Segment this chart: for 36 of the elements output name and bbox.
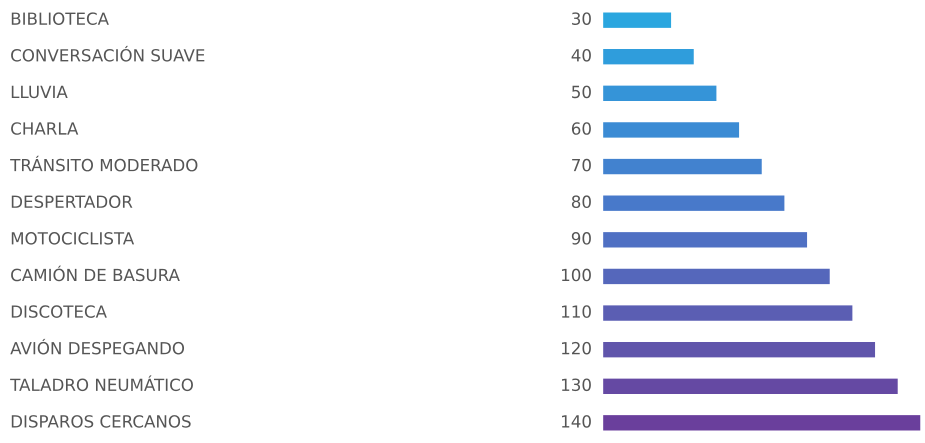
data-label: 100	[562, 268, 591, 282]
y-tick-label: BIBLIOTECA	[12, 12, 109, 25]
data-label: 140	[562, 415, 591, 428]
bar	[603, 232, 808, 248]
bar	[603, 268, 830, 284]
data-label: 120	[562, 342, 591, 354]
bar	[603, 12, 672, 28]
y-tick-label: CAMIÓN DE BASURA	[11, 266, 180, 282]
y-tick-label: DISPAROS CERCANOS	[12, 415, 191, 428]
y-tick-label: DISCOTECA	[12, 305, 107, 318]
y-tick-label: CHARLA	[11, 122, 78, 135]
data-label: 60	[572, 122, 591, 135]
bar	[603, 86, 716, 102]
data-label: 40	[572, 48, 591, 62]
data-label: 90	[572, 232, 591, 245]
bar	[603, 196, 784, 211]
data-label: 130	[562, 378, 591, 392]
bar	[603, 342, 876, 358]
y-tick-label: DESPERTADOR	[12, 195, 132, 208]
y-tick-label: CONVERSACIÓN SUAVE	[11, 46, 204, 62]
y-tick-label: TRÁNSITO MODERADO	[10, 156, 198, 172]
y-tick-label: TALADRO NEUMÁTICO	[10, 375, 193, 392]
data-label: 110	[562, 305, 591, 318]
bar	[603, 122, 740, 138]
y-tick-label: MOTOCICLISTA	[12, 232, 134, 245]
bar	[603, 415, 920, 431]
data-label: 50	[572, 86, 591, 98]
data-label: 70	[572, 158, 591, 172]
data-label: 80	[572, 195, 591, 208]
bar	[603, 158, 762, 174]
y-tick-label: AVIÓN DESPEGANDO	[10, 338, 184, 354]
data-label: 30	[572, 12, 591, 25]
bar	[603, 378, 898, 394]
bar	[603, 49, 694, 64]
y-tick-label: LLUVIA	[12, 86, 68, 98]
bar	[603, 305, 852, 321]
